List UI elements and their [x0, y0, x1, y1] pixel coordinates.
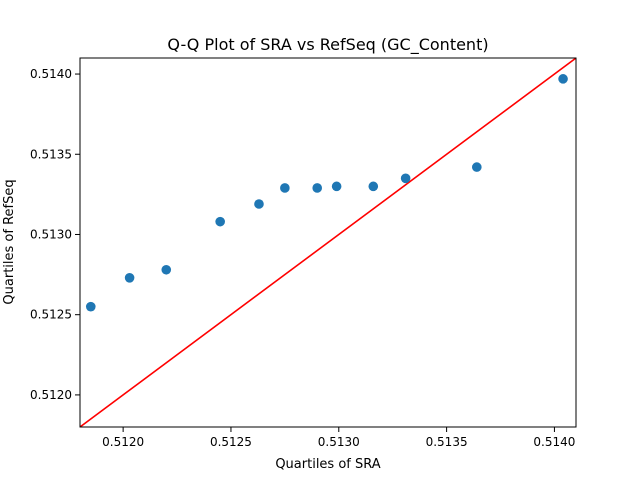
- data-point: [215, 216, 225, 227]
- data-point: [368, 181, 379, 192]
- y-tick-label: 0.5135: [30, 147, 72, 161]
- data-point: [161, 264, 172, 275]
- x-tick-label: 0.5130: [318, 435, 360, 449]
- axes-frame: [79, 57, 577, 428]
- data-point: [280, 183, 290, 193]
- x-tick-label: 0.5125: [210, 435, 252, 449]
- data-point: [472, 162, 482, 172]
- reference-line: [80, 58, 576, 427]
- data-point: [558, 74, 568, 84]
- data-point: [331, 181, 342, 192]
- data-point: [254, 199, 264, 209]
- y-tick-label: 0.5125: [30, 308, 72, 322]
- x-tick-label: 0.5135: [426, 435, 468, 449]
- y-axis-ticks: 0.5120 0.5125 0.5130 0.5135 0.5140: [30, 67, 80, 402]
- data-point: [124, 272, 135, 283]
- chart-title: Q-Q Plot of SRA vs RefSeq (GC_Content): [167, 35, 488, 55]
- data-point: [400, 173, 411, 184]
- x-tick-label: 0.5140: [533, 435, 575, 449]
- y-tick-label: 0.5130: [30, 227, 72, 241]
- x-axis-ticks: 0.5120 0.5125 0.5130 0.5135 0.5140: [102, 427, 575, 449]
- data-point: [312, 183, 323, 193]
- points-layer: [85, 74, 568, 312]
- plot-area: [80, 58, 576, 427]
- x-tick-label: 0.5120: [102, 435, 144, 449]
- y-tick-label: 0.5140: [30, 67, 72, 81]
- reference-line-layer: [80, 58, 576, 427]
- data-point: [85, 301, 96, 312]
- x-axis-label: Quartiles of SRA: [275, 457, 380, 472]
- y-tick-label: 0.5120: [30, 388, 72, 402]
- y-axis-label: Quartiles of RefSeq: [2, 179, 17, 304]
